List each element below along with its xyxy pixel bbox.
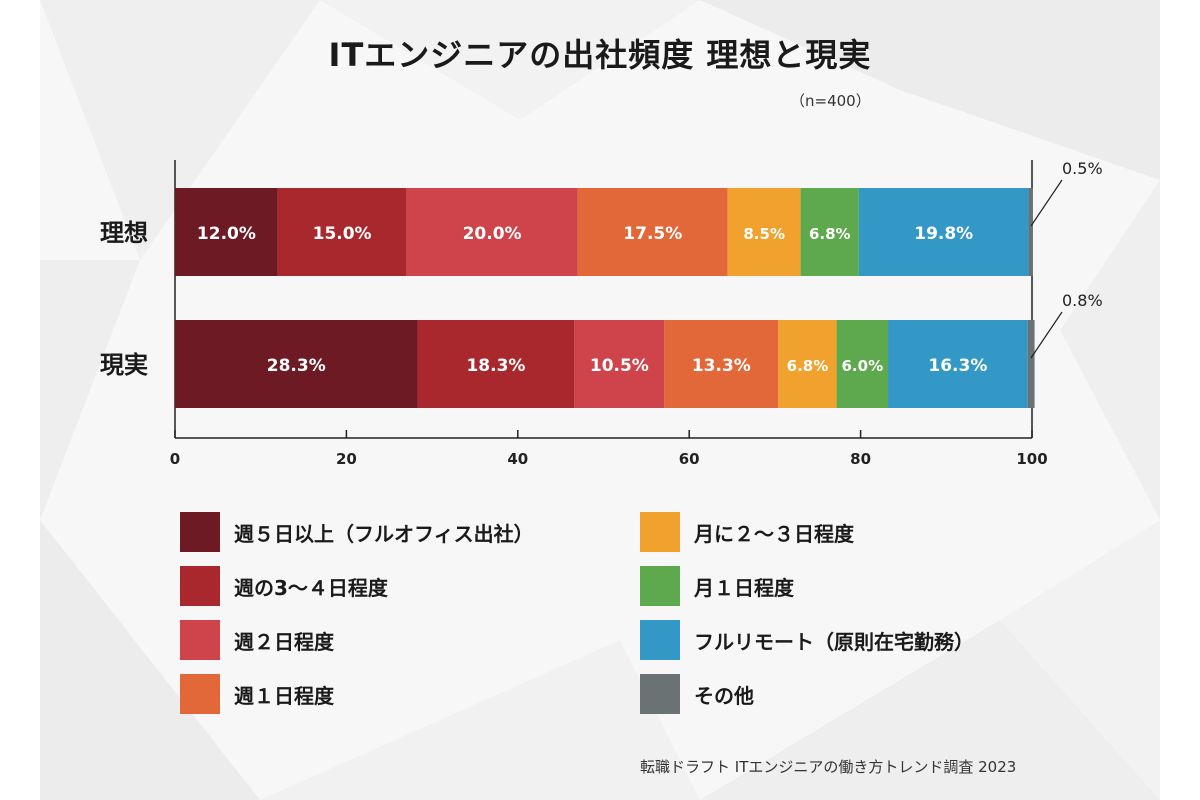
legend-swatch (180, 512, 220, 552)
bar-segment (417, 320, 575, 408)
x-tick-label: 100 (1016, 450, 1047, 468)
leader-line (1030, 179, 1063, 227)
bar-segment (1028, 188, 1033, 276)
data-label: 16.3% (928, 356, 987, 376)
bar-segment (277, 188, 407, 276)
legend-swatch (640, 620, 680, 660)
data-label: 6.8% (809, 225, 851, 243)
data-label: 17.5% (623, 224, 682, 244)
legend-swatch (640, 566, 680, 606)
data-label: 8.5% (743, 225, 785, 243)
x-tick-label: 20 (336, 450, 357, 468)
legend-label: 週５日以上（フルオフィス出社） (234, 521, 534, 546)
category-label: 理想 (100, 219, 148, 247)
legend-swatch (640, 674, 680, 714)
legend-item: フルリモート（原則在宅勤務） (640, 620, 974, 660)
data-label: 12.0% (197, 224, 256, 244)
legend-label: フルリモート（原則在宅勤務） (694, 629, 974, 654)
bar-segment (836, 320, 889, 408)
bar-segment (577, 188, 728, 276)
legend-swatch (180, 566, 220, 606)
legend-item: 週２日程度 (180, 620, 334, 660)
data-label: 20.0% (463, 224, 522, 244)
category-label: 現実 (100, 351, 148, 379)
legend-swatch (180, 620, 220, 660)
data-label: 13.3% (692, 356, 751, 376)
bar-segment (664, 320, 779, 408)
data-label: 18.3% (466, 356, 525, 376)
bar-segment (800, 188, 859, 276)
data-label: 6.8% (787, 357, 829, 375)
bar-segment (888, 320, 1028, 408)
legend-item: 週５日以上（フルオフィス出社） (180, 512, 534, 552)
legend-swatch (640, 512, 680, 552)
legend-item: 週１日程度 (180, 674, 334, 714)
legend-label: 週２日程度 (234, 629, 334, 654)
legend-item: 月１日程度 (640, 566, 794, 606)
legend-item: 週の3～４日程度 (180, 566, 388, 606)
bar-segment (175, 320, 418, 408)
data-label: 19.8% (914, 224, 973, 244)
legend-label: 月に２～３日程度 (694, 521, 854, 546)
bar-segment (175, 188, 278, 276)
source-note: 転職ドラフト ITエンジニアの働き方トレンド調査 2023 (640, 758, 1017, 776)
leader-line (1030, 311, 1063, 359)
bar-segment (858, 188, 1029, 276)
data-label: 28.3% (267, 356, 326, 376)
x-tick-label: 60 (679, 450, 700, 468)
legend-item: その他 (640, 674, 754, 714)
legend-label: 週１日程度 (234, 683, 334, 708)
x-tick-label: 80 (850, 450, 871, 468)
data-label: 15.0% (313, 224, 372, 244)
legend-swatch (180, 674, 220, 714)
data-label: 10.5% (590, 356, 649, 376)
bar-segment (574, 320, 665, 408)
data-label-outside: 0.5% (1062, 159, 1103, 178)
x-tick-label: 0 (170, 450, 180, 468)
legend-label: 月１日程度 (694, 575, 794, 600)
legend-label: 週の3～４日程度 (234, 575, 388, 600)
data-label-outside: 0.8% (1062, 291, 1103, 310)
sample-size-note: （n=400） (790, 92, 871, 110)
bar-segment (406, 188, 578, 276)
bar-segment (727, 188, 801, 276)
bar-segment (1027, 320, 1035, 408)
bar-segment (778, 320, 837, 408)
chart-title: ITエンジニアの出社頻度 理想と現実 (328, 36, 872, 74)
legend-label: その他 (694, 683, 754, 708)
x-tick-label: 40 (507, 450, 528, 468)
legend-item: 月に２～３日程度 (640, 512, 854, 552)
data-label: 6.0% (842, 357, 884, 375)
